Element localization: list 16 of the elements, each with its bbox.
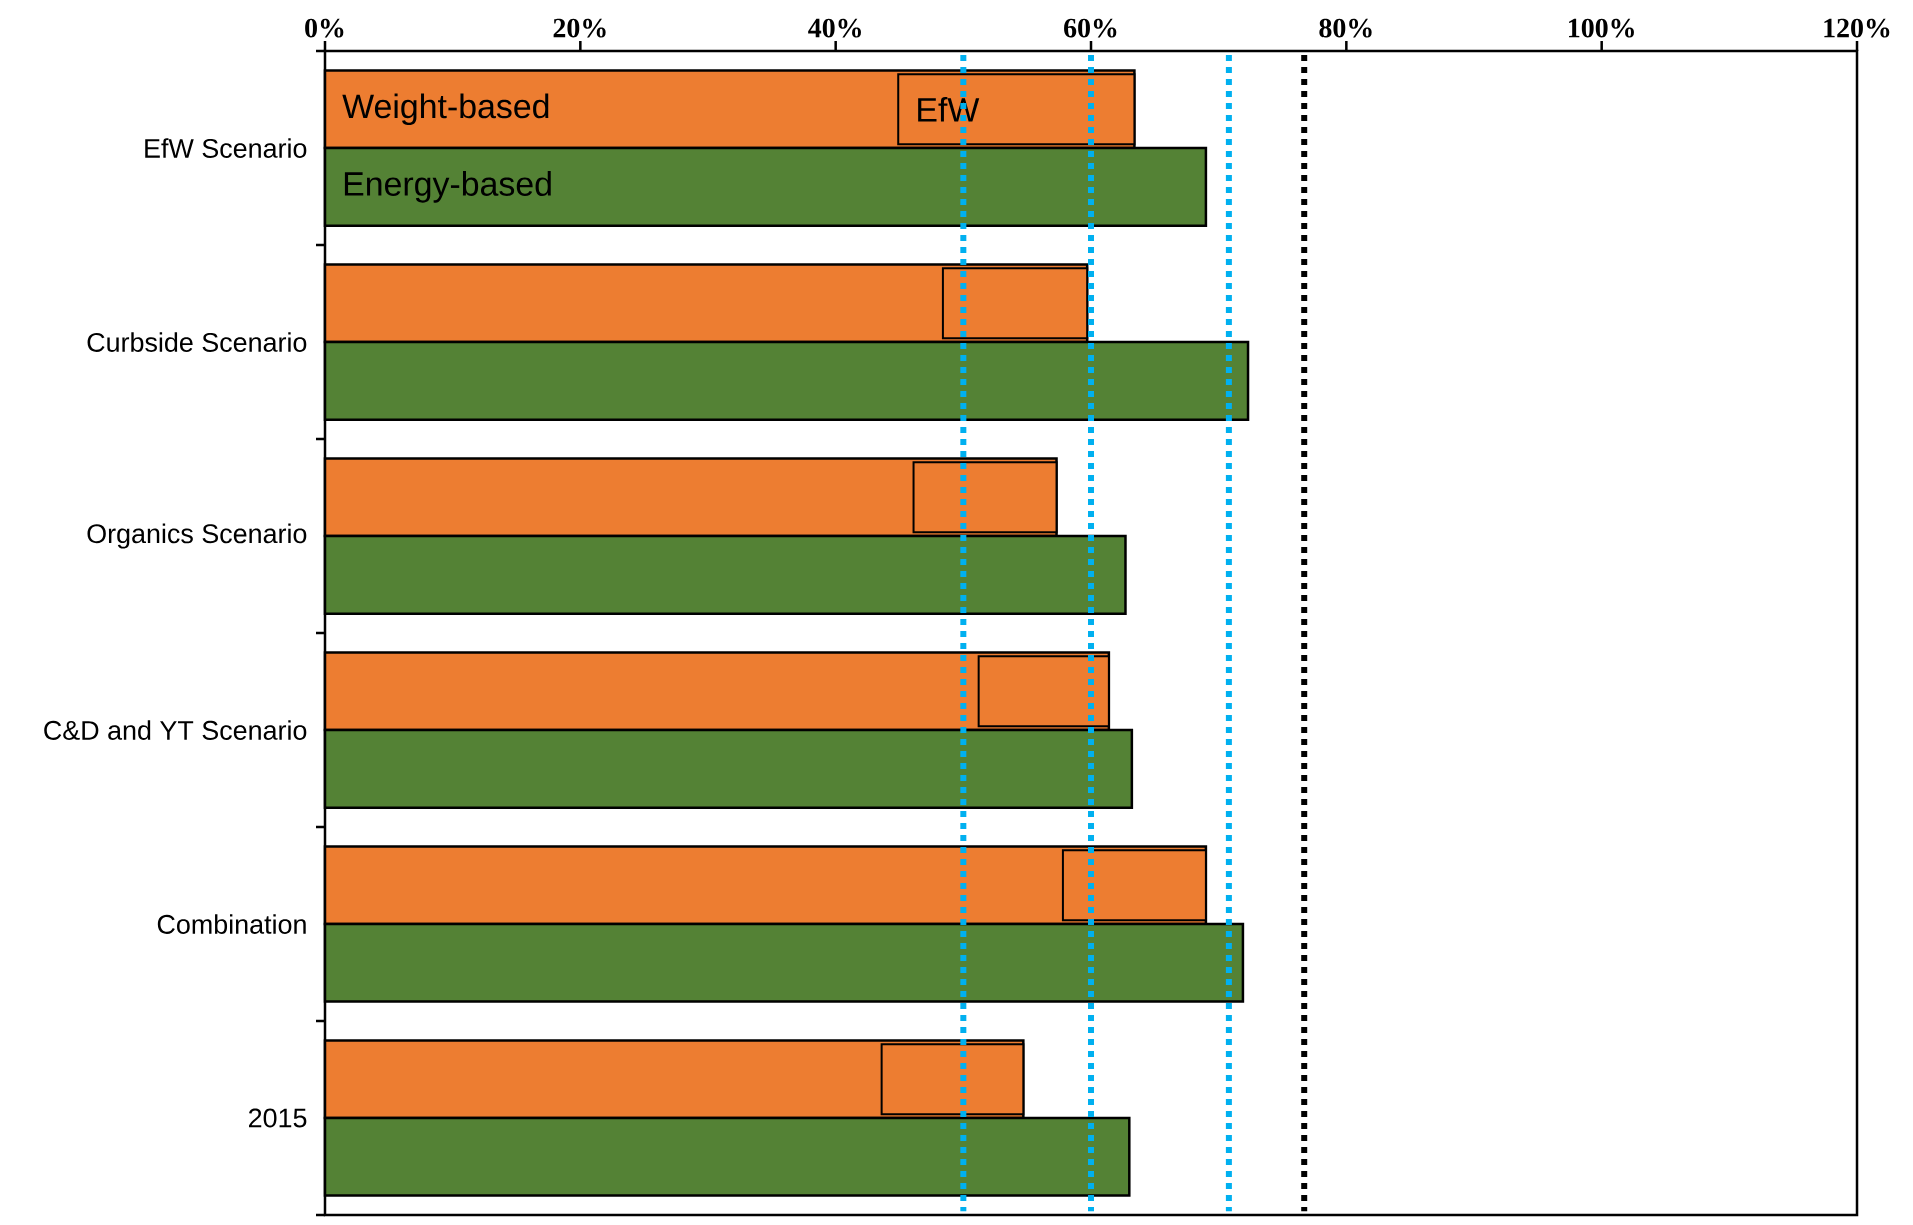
x-tick-label: 100% [1569,18,1634,38]
x-tick-label: 80% [1319,18,1372,38]
y-tick-label: Curbside Scenario [87,332,307,352]
x-tick-label: 0% [305,18,344,38]
x-tick-label: 40% [808,18,861,38]
y-tick-label: Combination [157,914,306,934]
series-label: Weight-based [342,93,549,126]
series-label: EfW [918,97,980,122]
y-tick-label: 2015 [249,1108,307,1128]
x-tick-label: 120% [1824,18,1890,38]
x-tick-label: 60% [1064,18,1117,38]
y-tick-label: C&D and YT Scenario [44,720,307,740]
y-tick-label: Organics Scenario [87,523,307,549]
y-tick-label: EfW Scenario [145,138,307,158]
series-label: Energy-based [344,171,551,203]
x-tick-label: 20% [553,18,606,38]
